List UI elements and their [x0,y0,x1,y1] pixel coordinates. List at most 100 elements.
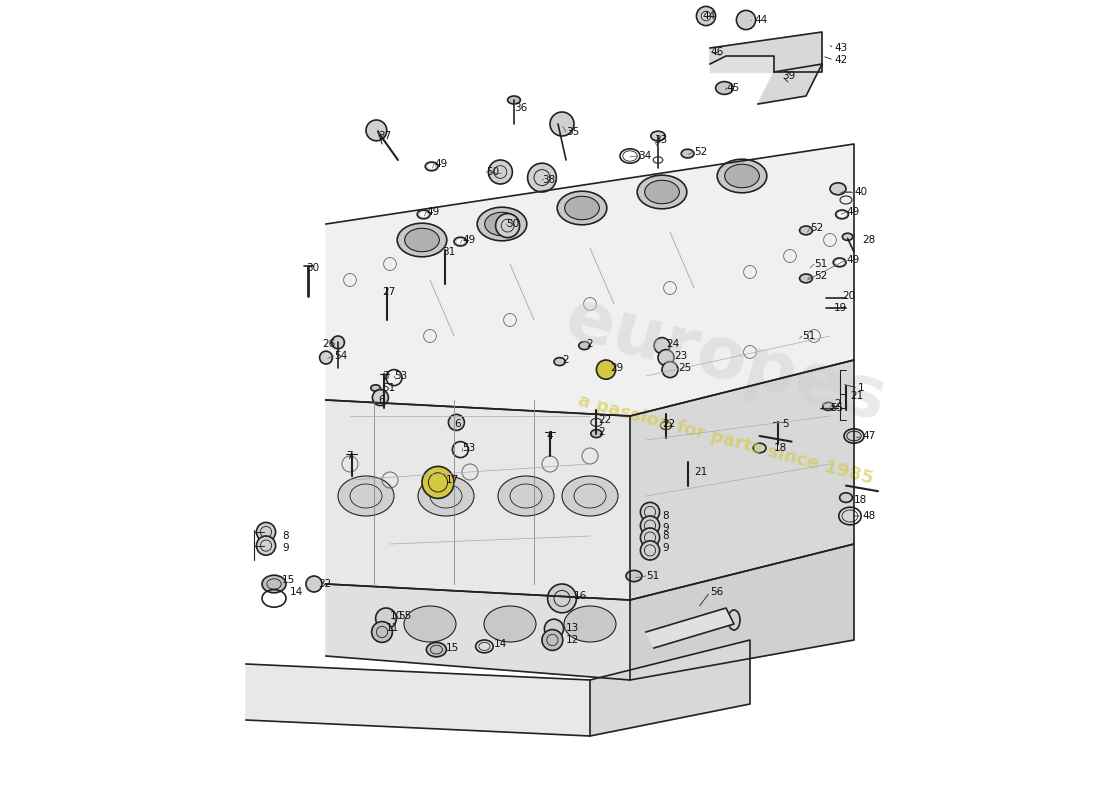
Text: 1: 1 [858,383,865,393]
Text: 9: 9 [662,543,669,553]
Ellipse shape [454,238,466,246]
Text: europes: europes [558,284,894,436]
Circle shape [306,576,322,592]
Text: 18: 18 [774,443,788,453]
Polygon shape [246,664,590,736]
Ellipse shape [562,476,618,516]
Ellipse shape [823,402,834,410]
Text: 30: 30 [306,263,319,273]
Ellipse shape [754,443,766,453]
Text: 6: 6 [454,419,461,429]
Text: 14: 14 [494,639,507,649]
Text: 11: 11 [386,623,399,633]
Text: 43: 43 [834,43,847,53]
Text: 55: 55 [398,611,411,621]
Ellipse shape [651,131,666,141]
Circle shape [375,608,396,629]
Text: 25: 25 [678,363,691,373]
Circle shape [544,619,563,638]
Text: 50: 50 [506,219,519,229]
Text: 27: 27 [382,287,395,297]
Text: 53: 53 [462,443,475,453]
Text: a passion for parts since 1985: a passion for parts since 1985 [576,392,876,488]
Ellipse shape [477,207,527,241]
Ellipse shape [456,239,464,244]
Text: 51: 51 [802,331,815,341]
Ellipse shape [844,429,864,443]
Ellipse shape [405,228,439,252]
Text: 7: 7 [346,451,353,461]
Ellipse shape [843,234,852,241]
Text: 50: 50 [486,167,499,177]
Circle shape [736,10,756,30]
Text: 8: 8 [662,531,669,541]
Circle shape [640,516,660,535]
Polygon shape [630,360,854,600]
Circle shape [449,414,464,430]
Text: 12: 12 [566,635,580,645]
Circle shape [496,214,519,238]
Ellipse shape [717,159,767,193]
Text: 34: 34 [638,151,651,161]
Text: 51: 51 [382,383,395,393]
Ellipse shape [833,258,846,267]
Text: 40: 40 [854,187,867,197]
Text: 4: 4 [546,431,552,441]
Ellipse shape [338,476,394,516]
Ellipse shape [554,358,565,366]
Circle shape [548,584,576,613]
Text: 10: 10 [390,611,403,621]
Text: 6: 6 [378,395,385,405]
Text: 13: 13 [566,623,580,633]
Text: 47: 47 [862,431,876,441]
Ellipse shape [564,606,616,642]
Text: 56: 56 [710,587,724,597]
Text: 15: 15 [446,643,460,653]
Text: 52: 52 [810,223,823,233]
Text: 49: 49 [462,235,475,245]
Ellipse shape [371,385,381,391]
Ellipse shape [681,149,694,158]
Ellipse shape [507,96,520,104]
Text: 49: 49 [426,207,439,217]
Ellipse shape [830,182,846,194]
Ellipse shape [839,493,853,502]
Circle shape [654,338,670,354]
Text: 24: 24 [666,339,680,349]
Text: 44: 44 [702,11,715,21]
Text: 49: 49 [846,255,859,265]
Text: 53: 53 [394,371,407,381]
Ellipse shape [800,274,813,282]
Circle shape [366,120,387,141]
Text: 5: 5 [782,419,789,429]
Text: 51: 51 [646,571,659,581]
Circle shape [320,351,332,364]
Circle shape [640,541,660,560]
Ellipse shape [838,212,846,217]
Ellipse shape [836,210,848,218]
Text: 48: 48 [862,511,876,521]
Ellipse shape [579,342,590,350]
Text: 18: 18 [854,495,867,505]
Text: 21: 21 [850,391,864,401]
Ellipse shape [725,164,759,188]
Text: 19: 19 [834,303,847,313]
Ellipse shape [564,196,600,220]
Polygon shape [630,544,854,680]
Polygon shape [646,608,734,648]
Text: 16: 16 [574,591,587,601]
Polygon shape [758,64,822,104]
Circle shape [662,362,678,378]
Text: 21: 21 [694,467,707,477]
Ellipse shape [836,260,844,265]
Text: 46: 46 [710,47,724,57]
Text: 52: 52 [814,271,827,281]
Polygon shape [326,400,630,600]
Text: 20: 20 [842,291,855,301]
Circle shape [550,112,574,136]
Ellipse shape [645,180,680,204]
Polygon shape [326,144,854,416]
Text: 15: 15 [282,575,295,585]
Text: 17: 17 [446,475,460,485]
Circle shape [488,160,513,184]
